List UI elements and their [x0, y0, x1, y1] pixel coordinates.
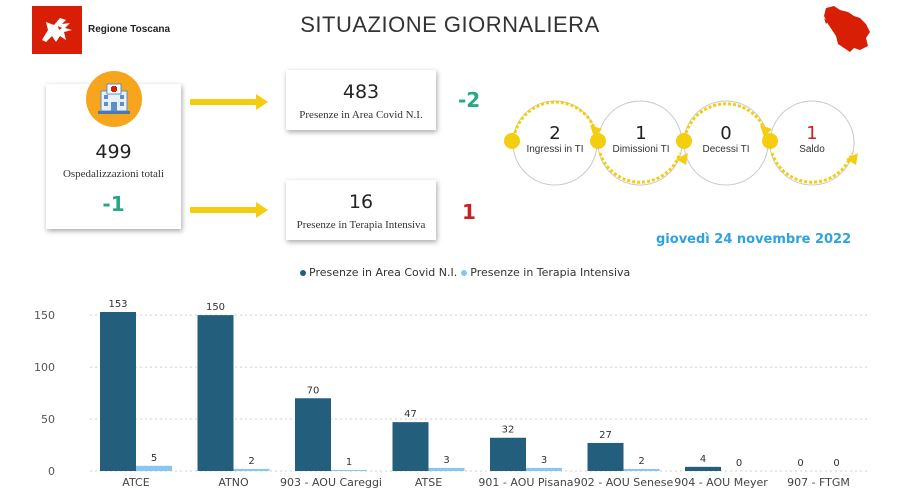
- intensive-care-value: 16: [348, 191, 374, 213]
- bar-ti: [136, 465, 172, 471]
- covid-area-card: 483 Presenze in Area Covid N.I.: [286, 70, 436, 130]
- legend-marker-ti: [461, 269, 468, 276]
- data-label: 27: [599, 430, 612, 441]
- legend-marker-covid: [300, 269, 306, 276]
- flow-decessi-label: Decessi TI: [702, 144, 750, 155]
- hospitalizations-delta: -1: [102, 192, 125, 216]
- bar-covid: [685, 466, 721, 471]
- flow-saldo-value: 1: [806, 123, 818, 144]
- x-tick-label: 903 - AOU Careggi: [280, 476, 382, 489]
- data-label: 2: [638, 456, 644, 467]
- flow-ingressi-value: 2: [549, 123, 561, 144]
- hospital-icon: [86, 71, 142, 127]
- icu-flow-diagram: 2 Ingressi in TI 1 Dimissioni TI 0 Deces…: [500, 95, 870, 195]
- data-label: 4: [700, 454, 706, 465]
- y-tick-label: 0: [48, 465, 55, 478]
- bar-covid: [490, 437, 526, 471]
- covid-area-delta: -2: [458, 88, 481, 112]
- flow-saldo-label: Saldo: [799, 144, 825, 155]
- flow-item-ingressi: 2 Ingressi in TI: [520, 123, 590, 155]
- arrow-to-ti-icon: [190, 202, 270, 218]
- legend-label-covid: Presenze in Area Covid N.I.: [309, 266, 458, 279]
- x-tick-label: 907 - FTGM: [787, 476, 850, 489]
- data-label: 0: [833, 458, 839, 469]
- data-label: 153: [108, 299, 127, 310]
- flow-item-decessi: 0 Decessi TI: [691, 123, 761, 155]
- legend-item-covid[interactable]: Presenze in Area Covid N.I.: [300, 266, 457, 279]
- flow-dimissioni-value: 1: [635, 123, 647, 144]
- data-label: 0: [736, 458, 742, 469]
- x-tick-label: 902 - AOU Senese: [574, 476, 674, 489]
- flow-dimissioni-label: Dimissioni TI: [612, 144, 670, 155]
- arrow-to-covid-icon: [190, 94, 270, 110]
- pegasus-logo-icon: [32, 6, 82, 54]
- tuscany-map-icon: [820, 4, 872, 54]
- bar-ti: [526, 467, 562, 471]
- data-label: 5: [151, 453, 157, 464]
- data-label: 0: [797, 458, 803, 469]
- data-label: 3: [443, 455, 449, 466]
- bar-covid: [197, 315, 234, 471]
- hospitalizations-value: 499: [95, 141, 132, 163]
- y-tick-label: 50: [41, 413, 55, 426]
- x-tick-label: ATSE: [415, 476, 442, 489]
- flow-item-saldo: 1 Saldo: [777, 123, 847, 155]
- data-label: 150: [206, 302, 225, 313]
- legend-item-ti[interactable]: Presenze in Terapia Intensiva: [461, 266, 630, 279]
- bar-ti: [428, 467, 465, 471]
- x-tick-label: ATCE: [122, 476, 149, 489]
- bar-covid: [295, 398, 331, 471]
- hospitalizations-label: Ospedalizzazioni totali: [62, 168, 165, 180]
- y-tick-label: 150: [34, 309, 55, 322]
- data-label: 47: [404, 409, 417, 420]
- bar-ti: [233, 468, 270, 471]
- bar-chart: 0 50 100 150 153 5 ATCE 150 2 ATNO 70 1 903 - AOU Ca…: [0, 290, 900, 496]
- x-tick-label: 901 - AOU Pisana: [478, 476, 573, 489]
- bar-chart-svg: 0 50 100 150 153 5 ATCE 150 2 ATNO 70 1 903 - AOU Ca…: [34, 299, 870, 489]
- page-title: SITUAZIONE GIORNALIERA: [300, 12, 600, 37]
- covid-area-label: Presenze in Area Covid N.I.: [299, 109, 423, 121]
- flow-decessi-value: 0: [720, 123, 732, 144]
- data-label: 70: [307, 385, 320, 396]
- data-label: 2: [248, 456, 254, 467]
- intensive-care-delta: 1: [462, 200, 476, 224]
- data-label: 1: [346, 457, 352, 468]
- legend-label-ti: Presenze in Terapia Intensiva: [470, 266, 631, 279]
- intensive-care-label: Presenze in Terapia Intensiva: [296, 219, 426, 231]
- intensive-care-card: 16 Presenze in Terapia Intensiva: [286, 180, 436, 240]
- x-tick-label: 904 - AOU Meyer: [674, 476, 768, 489]
- bar-covid: [587, 442, 624, 471]
- x-tick-label: ATNO: [218, 476, 249, 489]
- flow-item-dimissioni: 1 Dimissioni TI: [603, 123, 679, 155]
- report-date: giovedì 24 novembre 2022: [656, 232, 852, 247]
- data-label: 32: [502, 425, 515, 436]
- bar-covid: [100, 312, 136, 471]
- chart-legend: Presenze in Area Covid N.I. Presenze in …: [300, 266, 634, 279]
- icu-flow-graphic: [504, 100, 858, 186]
- y-tick-label: 100: [34, 361, 55, 374]
- data-label: 3: [541, 455, 547, 466]
- bar-covid: [392, 422, 429, 471]
- covid-area-value: 483: [342, 81, 380, 103]
- flow-ingressi-label: Ingressi in TI: [526, 144, 584, 155]
- bar-ti: [623, 468, 660, 471]
- bar-ti: [331, 469, 367, 471]
- region-name: Regione Toscana: [88, 24, 171, 35]
